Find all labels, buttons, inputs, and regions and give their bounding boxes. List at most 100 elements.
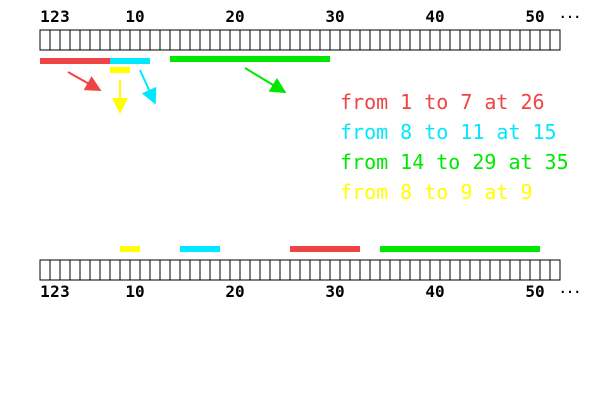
cell [349, 259, 361, 281]
cell [179, 259, 191, 281]
cell [459, 29, 471, 51]
cell [399, 259, 411, 281]
cell [439, 259, 451, 281]
cell [549, 259, 561, 281]
cell [139, 29, 151, 51]
source-range [110, 67, 130, 73]
ellipsis: ... [559, 7, 581, 21]
cell [159, 259, 171, 281]
word: 8 [400, 180, 412, 204]
cell [499, 29, 511, 51]
cell [279, 259, 291, 281]
cell [539, 29, 551, 51]
cell [209, 259, 221, 281]
cell-label: 50 [525, 282, 544, 301]
cell [479, 259, 491, 281]
target-range [120, 246, 140, 252]
cell [189, 259, 201, 281]
cell [329, 29, 341, 51]
cell [519, 259, 531, 281]
cell-label: 40 [425, 282, 444, 301]
cell [429, 29, 441, 51]
cell [349, 29, 361, 51]
word: 14 [400, 150, 424, 174]
move-description: from 1 to 7 at 26 [340, 90, 545, 114]
cell-label: 1 [40, 7, 50, 26]
word: at [496, 120, 520, 144]
cell [129, 29, 141, 51]
arrow [244, 67, 287, 94]
cell [449, 29, 461, 51]
move-description: from 14 to 29 at 35 [340, 150, 569, 174]
cell [69, 259, 81, 281]
cell [259, 29, 271, 51]
cell [49, 29, 61, 51]
cell [149, 29, 161, 51]
cell-label: 1 [40, 282, 50, 301]
cell [379, 259, 391, 281]
cell [109, 29, 121, 51]
arrow [67, 71, 102, 91]
cell [539, 259, 551, 281]
cell [479, 29, 491, 51]
cell [389, 29, 401, 51]
cell [119, 259, 131, 281]
cell [189, 29, 201, 51]
word: from [340, 90, 388, 114]
cell [59, 259, 71, 281]
cell [119, 29, 131, 51]
cell [469, 259, 481, 281]
cell [269, 29, 281, 51]
cell [249, 29, 261, 51]
cell-label: 2 [50, 7, 60, 26]
word: 29 [472, 150, 496, 174]
word: 35 [545, 150, 569, 174]
cell [129, 259, 141, 281]
cell [39, 259, 51, 281]
cell [309, 259, 321, 281]
word: 9 [460, 180, 472, 204]
cell-label: 30 [325, 282, 344, 301]
cell [259, 259, 271, 281]
cell [79, 29, 91, 51]
cell-label: 20 [225, 282, 244, 301]
cell [319, 29, 331, 51]
cell-label: 3 [60, 7, 70, 26]
cell [459, 259, 471, 281]
cell [389, 259, 401, 281]
word: to [424, 120, 448, 144]
word: to [424, 180, 448, 204]
cell [439, 29, 451, 51]
cell [509, 29, 521, 51]
cell [299, 259, 311, 281]
cell [169, 29, 181, 51]
cell [239, 259, 251, 281]
cell-label: 10 [125, 7, 144, 26]
target-range [180, 246, 220, 252]
cell-label: 40 [425, 7, 444, 26]
cell [489, 29, 501, 51]
cell [529, 259, 541, 281]
cell [229, 29, 241, 51]
source-range [40, 58, 110, 64]
cell [419, 259, 431, 281]
word: at [508, 150, 532, 174]
cell [89, 29, 101, 51]
ellipsis: ... [559, 282, 581, 296]
cell [79, 259, 91, 281]
source-range [110, 58, 150, 64]
cell [219, 29, 231, 51]
cell [489, 259, 501, 281]
cell [139, 259, 151, 281]
cell [239, 29, 251, 51]
cell [69, 29, 81, 51]
cell [329, 259, 341, 281]
cell-label: 20 [225, 7, 244, 26]
cell-label: 30 [325, 7, 344, 26]
cell [149, 259, 161, 281]
cell [209, 29, 221, 51]
cell [229, 259, 241, 281]
cell [109, 259, 121, 281]
word: from [340, 150, 388, 174]
